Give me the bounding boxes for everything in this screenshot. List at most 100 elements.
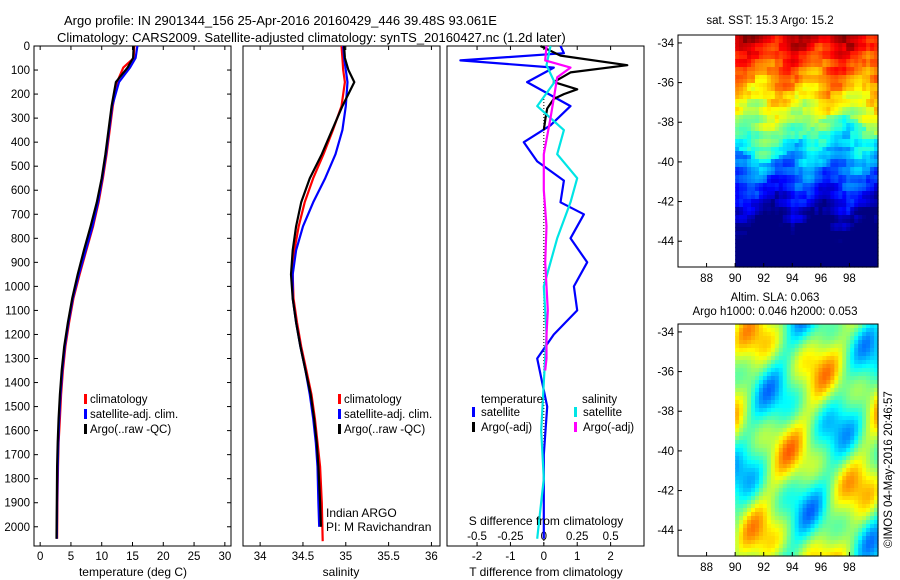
map-cell	[786, 75, 792, 80]
map-cell	[834, 532, 839, 537]
map-cell	[770, 376, 776, 381]
y-tick-label: -34	[657, 327, 674, 339]
map-cell	[838, 532, 843, 537]
map-cell	[874, 139, 879, 144]
map-cell	[850, 71, 855, 76]
map-cell	[739, 75, 744, 80]
map-cell	[758, 392, 764, 397]
map-cell	[735, 544, 740, 549]
map-cell	[782, 332, 788, 337]
map-cell	[822, 75, 828, 80]
map-cell	[735, 384, 740, 389]
map-cell	[802, 424, 808, 429]
map-cell	[802, 352, 808, 357]
y-tick-label: -44	[657, 525, 674, 537]
map-cell	[818, 416, 824, 421]
map-cell	[822, 231, 828, 236]
map-cell	[810, 75, 816, 80]
map-cell	[862, 400, 867, 405]
map-cell	[743, 460, 748, 465]
map-cell	[850, 75, 855, 80]
map-cell	[818, 87, 824, 92]
map-cell	[774, 151, 780, 156]
map-cell	[870, 456, 875, 461]
map-cell	[774, 159, 780, 164]
map-cell	[822, 368, 828, 373]
map-cell	[743, 171, 748, 176]
map-cell	[806, 520, 812, 525]
map-cell	[739, 123, 744, 128]
map-cell	[822, 83, 828, 88]
map-cell	[838, 255, 843, 260]
map-cell	[866, 91, 871, 96]
map-cell	[842, 55, 847, 60]
map-cell	[846, 255, 851, 260]
map-cell	[790, 468, 796, 473]
map-cell	[794, 348, 800, 353]
map-cell	[826, 147, 831, 152]
map-cell	[774, 131, 780, 136]
map-cell	[762, 536, 768, 541]
map-cell	[838, 75, 843, 80]
map-cell	[782, 348, 788, 353]
map-cell	[758, 520, 764, 525]
map-cell	[806, 416, 812, 421]
map-cell	[838, 352, 843, 357]
x-tick-label: 34.5	[292, 551, 314, 563]
map-cell	[739, 408, 744, 413]
map-cell	[846, 436, 851, 441]
map-cell	[770, 324, 776, 329]
map-cell	[782, 352, 788, 357]
map-cell	[782, 227, 788, 232]
map-cell	[870, 388, 875, 393]
map-cell	[822, 155, 828, 160]
map-cell	[850, 480, 855, 485]
map-cell	[862, 235, 867, 240]
map-cell	[834, 139, 839, 144]
map-cell	[762, 396, 768, 401]
map-cell	[778, 131, 784, 136]
map-cell	[858, 55, 863, 60]
map-cell	[766, 75, 772, 80]
map-cell	[830, 159, 835, 164]
map-cell	[802, 99, 808, 104]
map-cell	[826, 496, 831, 501]
map-cell	[751, 263, 756, 268]
map-cell	[854, 360, 859, 365]
map-cell	[814, 115, 820, 120]
map-cell	[834, 456, 839, 461]
map-cell	[862, 380, 867, 385]
map-cell	[870, 500, 875, 505]
map-cell	[751, 508, 756, 513]
map-cell	[826, 91, 831, 96]
map-cell	[774, 448, 780, 453]
map-cell	[770, 372, 776, 377]
map-cell	[834, 235, 839, 240]
map-cell	[754, 492, 760, 497]
map-cell	[874, 263, 879, 268]
map-cell	[794, 183, 800, 188]
map-cell	[814, 324, 820, 329]
map-cell	[850, 552, 855, 557]
map-cell	[870, 203, 875, 208]
map-cell	[798, 508, 804, 513]
map-cell	[866, 548, 871, 553]
map-cell	[838, 183, 843, 188]
map-cell	[830, 75, 835, 80]
map-cell	[739, 492, 744, 497]
map-cell	[735, 139, 740, 144]
map-cell	[834, 464, 839, 469]
map-cell	[854, 440, 859, 445]
map-cell	[802, 436, 808, 441]
map-cell	[774, 111, 780, 116]
legend-swatch-s-satellite	[574, 407, 577, 417]
map-cell	[874, 107, 879, 112]
map-cell	[786, 468, 792, 473]
map-cell	[822, 436, 828, 441]
map-cell	[766, 440, 772, 445]
map-cell	[838, 55, 843, 60]
map-cell	[802, 147, 808, 152]
map-cell	[778, 187, 784, 192]
map-cell	[862, 548, 867, 553]
map-cell	[798, 47, 804, 52]
